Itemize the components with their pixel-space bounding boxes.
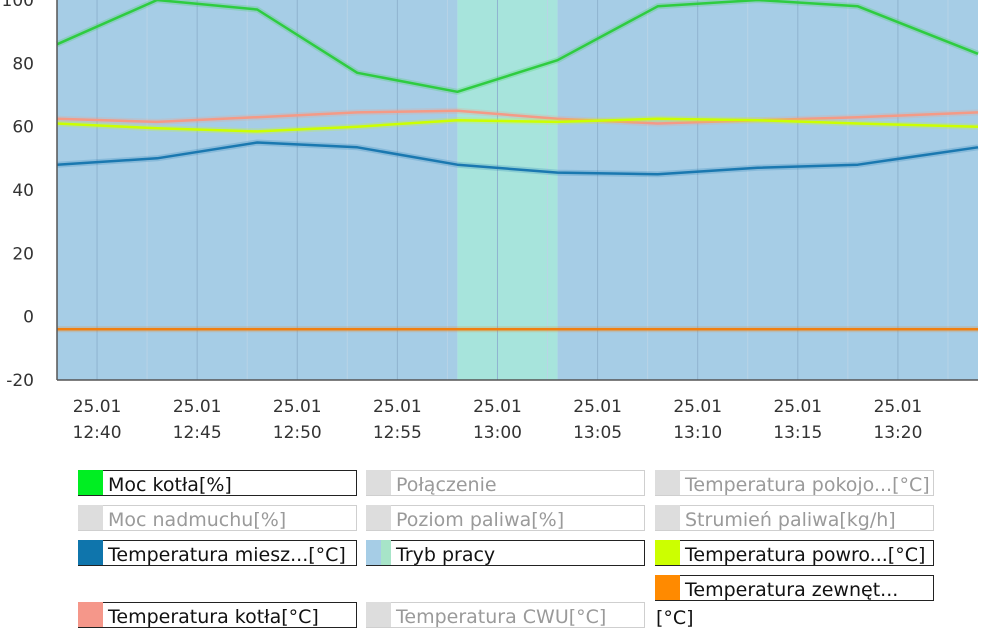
legend-label: Temperatura kotła[°C]: [108, 606, 319, 628]
x-tick-date: 25.01: [173, 397, 222, 417]
mode-band: [457, 0, 558, 380]
legend-swatch: [78, 540, 103, 565]
legend-item[interactable]: Moc kotła[%]: [78, 470, 357, 496]
legend-label: Poziom paliwa[%]: [396, 509, 565, 531]
x-tick-time: 12:45: [173, 423, 222, 443]
legend-label-continuation: [°C]: [656, 607, 694, 629]
legend-item[interactable]: Połączenie: [366, 470, 645, 496]
legend-swatch: [366, 540, 391, 565]
legend-label: Temperatura miesz...[°C]: [108, 544, 346, 566]
legend-label: Moc kotła[%]: [108, 474, 232, 496]
legend-swatch: [655, 470, 680, 495]
y-tick-label: 40: [12, 181, 34, 201]
series-line: [56, 117, 979, 133]
x-tick-date: 25.01: [874, 397, 923, 417]
x-tick-date: 25.01: [473, 397, 522, 417]
mode-band: [57, 0, 458, 380]
x-tick-date: 25.01: [73, 397, 122, 417]
x-tick-date: 25.01: [373, 397, 422, 417]
legend-swatch: [655, 540, 680, 565]
legend-item[interactable]: Temperatura zewnęt...: [655, 575, 934, 601]
x-tick-date: 25.01: [573, 397, 622, 417]
y-tick-label: -20: [6, 371, 34, 391]
x-tick-time: 13:00: [473, 423, 522, 443]
legend-item[interactable]: Temperatura miesz...[°C]: [78, 540, 357, 566]
legend-swatch: [78, 602, 103, 627]
legend-item[interactable]: Poziom paliwa[%]: [366, 505, 645, 531]
y-tick-label: 60: [12, 118, 34, 138]
legend-label: Tryb pracy: [396, 544, 496, 566]
y-tick-label: 20: [12, 244, 34, 264]
legend-item[interactable]: Temperatura kotła[°C]: [78, 602, 357, 628]
legend-label: Temperatura powro...[°C]: [685, 544, 926, 566]
legend-swatch: [366, 602, 391, 627]
series-line: [56, 109, 979, 125]
axes: [56, 0, 978, 381]
grid-lines: [96, 0, 949, 380]
legend-item[interactable]: Temperatura CWU[°C]: [366, 602, 645, 628]
legend-item[interactable]: Temperatura pokojo...[°C]: [655, 470, 934, 496]
y-tick-labels: 100 80 60 40 20 0 -20: [2, 0, 34, 391]
x-tick-time: 12:55: [373, 423, 422, 443]
legend-label: Połączenie: [396, 474, 497, 496]
legend-swatch: [655, 575, 680, 600]
legend-swatch: [366, 470, 391, 495]
legend-label: Temperatura zewnęt...: [685, 579, 899, 601]
legend-swatch: [78, 505, 103, 530]
legend-item[interactable]: Tryb pracy: [366, 540, 645, 566]
series-lines: [55, 0, 980, 333]
x-tick-time: 12:40: [73, 423, 122, 443]
legend-item[interactable]: Moc nadmuchu[%]: [78, 505, 357, 531]
series-line: [56, 0, 979, 94]
x-tick-time: 13:05: [573, 423, 622, 443]
mode-band: [557, 0, 978, 380]
legend-label: Moc nadmuchu[%]: [108, 509, 287, 531]
legend-label: Temperatura CWU[°C]: [396, 606, 607, 628]
series-line: [56, 141, 979, 176]
x-tick-date: 25.01: [673, 397, 722, 417]
x-tick-labels: 25.01 12:40 25.01 12:45 25.01 12:50 25.01 12:55…: [73, 397, 923, 443]
y-tick-label: 80: [12, 54, 34, 74]
legend-item[interactable]: Strumień paliwa[kg/h]: [655, 505, 934, 531]
legend-label: Temperatura pokojo...[°C]: [685, 474, 930, 496]
legend-swatch: [366, 505, 391, 530]
y-tick-label: 100: [2, 0, 34, 11]
y-tick-label: 0: [23, 308, 34, 328]
x-tick-date: 25.01: [773, 397, 822, 417]
x-tick-date: 25.01: [273, 397, 322, 417]
mode-bands: [57, 0, 978, 380]
legend-label: Strumień paliwa[kg/h]: [685, 509, 896, 531]
x-tick-time: 13:20: [873, 423, 922, 443]
legend-swatch: [655, 505, 680, 530]
x-tick-time: 12:50: [273, 423, 322, 443]
x-tick-time: 13:10: [673, 423, 722, 443]
legend-item[interactable]: Temperatura powro...[°C]: [655, 540, 934, 566]
legend-swatch: [78, 470, 103, 495]
x-tick-time: 13:15: [773, 423, 822, 443]
